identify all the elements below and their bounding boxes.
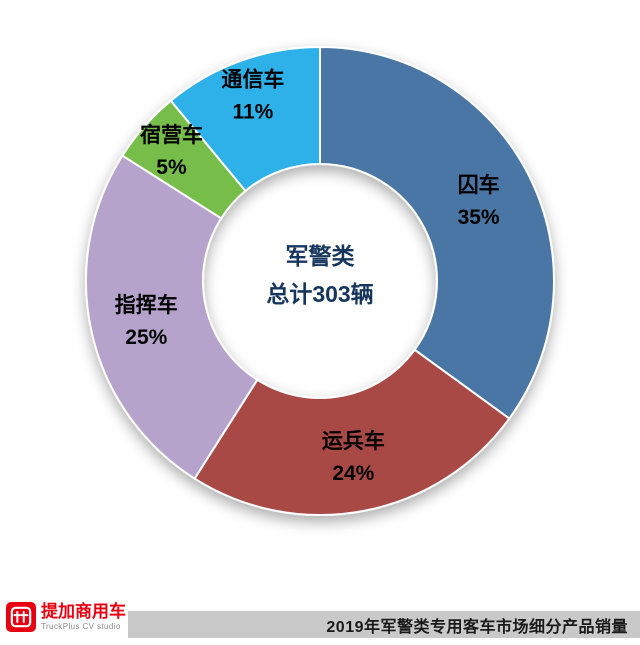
brand-subtitle: TruckPlus CV studio xyxy=(41,622,121,631)
slice-label-指挥车: 指挥车 25% xyxy=(115,293,178,349)
pie-slice-指挥车 xyxy=(85,154,259,480)
pie-slice-运兵车 xyxy=(193,348,511,516)
chart-title: 2019年军警类专用客车市场细分产品销量 xyxy=(326,618,628,636)
slice-label-囚车: 囚车 35% xyxy=(458,173,500,229)
brand-name: 提加商用车 xyxy=(41,602,126,621)
slice-label-宿营车: 宿营车 5% xyxy=(140,123,203,179)
slice-labels-layer: 囚车 35% 运兵车 24% 指挥车 25% 宿营车 5% 通信车 11% xyxy=(115,68,500,485)
slice-label-运兵车: 运兵车 24% xyxy=(322,429,385,485)
pie-slice-通信车 xyxy=(169,45,321,193)
footer-bar: 2019年军警类专用客车市场细分产品销量 xyxy=(128,611,640,638)
center-label-category: 军警类 xyxy=(286,243,355,269)
center-label-total: 总计303辆 xyxy=(266,281,373,307)
pie-slices-layer xyxy=(85,45,555,516)
truckplus-logo-icon xyxy=(6,602,36,632)
brand-logo: 提加商用车 TruckPlus CV studio xyxy=(6,602,126,632)
pie-slice-囚车 xyxy=(319,45,555,420)
slice-label-通信车: 通信车 11% xyxy=(221,68,284,124)
